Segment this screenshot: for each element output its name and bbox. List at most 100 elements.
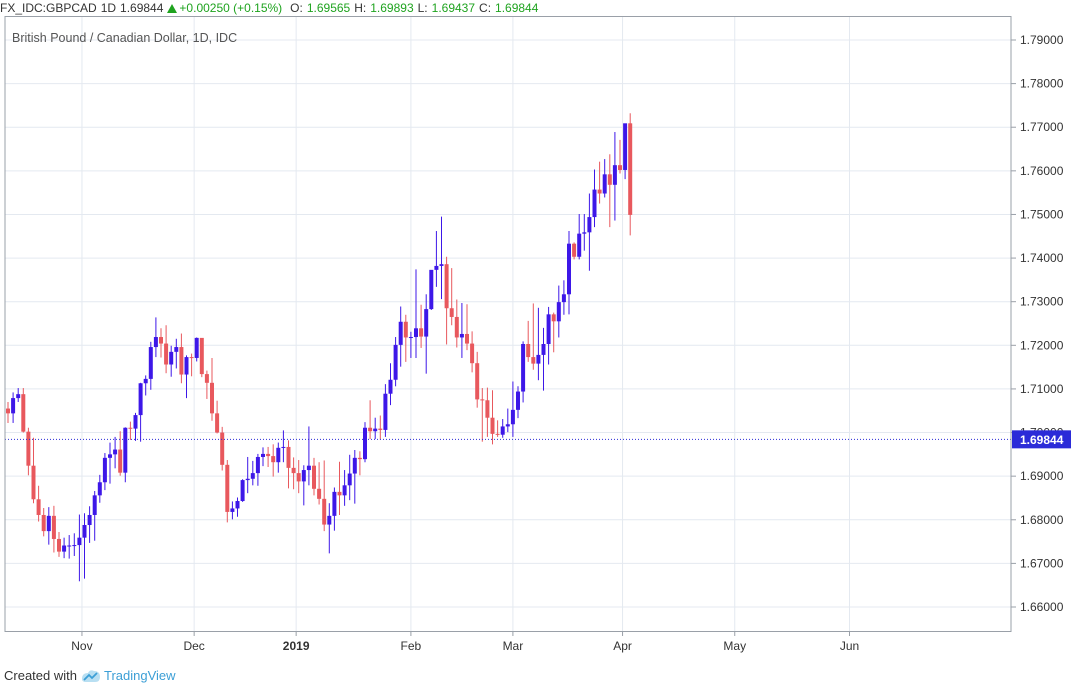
candle: [327, 503, 332, 554]
candle: [510, 381, 515, 437]
candle-body: [118, 449, 123, 473]
y-tick-label: 1.76000: [1020, 164, 1064, 178]
candlestick-chart[interactable]: British Pound / Canadian Dollar, 1D, IDC…: [0, 16, 1075, 666]
candle: [281, 430, 286, 463]
candle: [541, 327, 546, 391]
candle: [490, 390, 495, 445]
candle-body: [500, 426, 505, 435]
y-tick-label: 1.74000: [1020, 251, 1064, 265]
candle: [419, 304, 424, 348]
chart-title: British Pound / Canadian Dollar, 1D, IDC: [12, 31, 237, 45]
candle: [495, 420, 500, 437]
y-tick-label: 1.75000: [1020, 207, 1064, 221]
candle: [352, 449, 357, 504]
candle-body: [291, 467, 296, 474]
candle-body: [439, 264, 444, 266]
x-tick-label: Apr: [613, 639, 632, 653]
candle: [82, 513, 87, 579]
symbol-name[interactable]: FX_IDC:GBPCAD: [0, 1, 97, 15]
candle: [16, 388, 21, 403]
candle-body: [475, 363, 480, 400]
y-tick-label: 1.71000: [1020, 382, 1064, 396]
x-tick-label: Nov: [71, 639, 92, 653]
low-value: 1.69437: [431, 1, 476, 15]
candle: [429, 269, 434, 310]
candle: [36, 485, 41, 522]
candle: [465, 304, 469, 351]
candle-body: [312, 465, 316, 489]
candle: [21, 388, 26, 433]
candle-body: [11, 398, 16, 414]
candle-body: [179, 347, 184, 375]
candle-body: [572, 243, 577, 257]
change-value: +0.00250 (+0.15%): [179, 1, 283, 15]
candle: [123, 427, 128, 483]
time-axis[interactable]: Nov Dec 2019 Feb Mar Apr May Jun: [71, 631, 859, 653]
candle-body: [383, 393, 388, 430]
last-price-badge: 1.69844: [1012, 430, 1071, 449]
candle-body: [108, 454, 112, 458]
candle-body: [378, 428, 383, 430]
candle: [577, 214, 582, 260]
candle: [291, 457, 296, 490]
candle: [373, 417, 378, 440]
candle: [225, 460, 230, 523]
candle: [138, 382, 143, 442]
candle: [582, 214, 587, 251]
candle: [628, 113, 633, 236]
y-tick-label: 1.66000: [1020, 600, 1064, 614]
candle: [398, 306, 403, 367]
open-label: O:: [290, 1, 303, 15]
last-price: 1.69844: [120, 1, 164, 15]
price-axis[interactable]: 1.79000 1.78000 1.77000 1.76000 1.75000 1.740…: [1011, 33, 1064, 614]
candle: [235, 497, 240, 517]
candle-body: [628, 123, 633, 215]
candle-body: [245, 478, 250, 481]
candles[interactable]: [6, 113, 633, 582]
candle-body: [597, 189, 602, 194]
candle: [77, 514, 82, 582]
y-tick-label: 1.73000: [1020, 295, 1064, 309]
candle-body: [612, 165, 617, 185]
candle-body: [306, 465, 311, 471]
candle-body: [398, 321, 403, 345]
candle: [220, 426, 225, 471]
candle-body: [510, 409, 515, 425]
candle: [368, 400, 373, 440]
tradingview-brand[interactable]: TradingView: [103, 668, 176, 683]
candle: [546, 306, 551, 365]
candle: [133, 412, 138, 441]
candle-body: [133, 415, 138, 429]
candle-body: [301, 470, 306, 482]
candle-body: [408, 337, 413, 339]
candle-body: [113, 449, 118, 455]
candle-body: [255, 456, 260, 474]
candle-body: [618, 165, 622, 170]
candle: [51, 505, 56, 553]
candle: [551, 312, 556, 353]
badge-bg: [1012, 430, 1071, 449]
candle-body: [434, 265, 439, 270]
created-with-label: Created with: [4, 668, 77, 683]
candle: [459, 303, 464, 358]
candle: [337, 461, 342, 515]
x-tick-label: 2019: [283, 639, 310, 653]
interval-label[interactable]: 1D: [100, 1, 117, 15]
candle-body: [36, 499, 41, 515]
candle: [255, 453, 260, 486]
candle: [148, 341, 153, 390]
candle: [189, 353, 194, 377]
candle-body: [261, 453, 265, 457]
candle: [62, 537, 67, 559]
x-tick-label: Mar: [503, 639, 524, 653]
candle: [271, 444, 276, 477]
candle: [516, 386, 520, 419]
candle-body: [128, 427, 133, 429]
candle: [87, 506, 92, 543]
candle-body: [77, 537, 82, 546]
plot-border: [4, 16, 1012, 632]
candle: [230, 501, 235, 520]
candle: [31, 437, 36, 504]
high-value: 1.69893: [370, 1, 414, 15]
open-value: 1.69565: [306, 1, 351, 15]
